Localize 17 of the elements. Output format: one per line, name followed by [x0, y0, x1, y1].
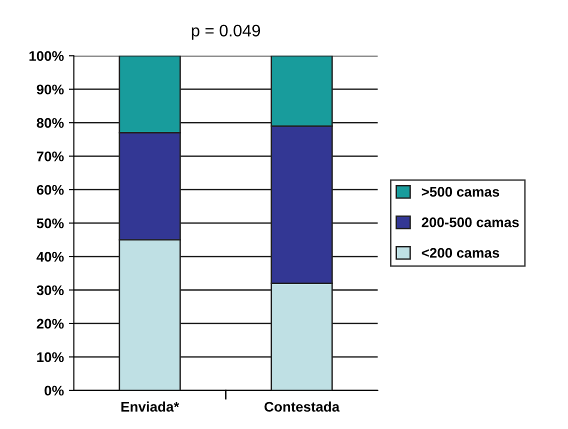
- y-tick-label: 60%: [36, 184, 64, 195]
- y-tick-label: 20%: [36, 318, 64, 329]
- legend-label: >500 camas: [422, 186, 500, 197]
- y-tick-label: 40%: [36, 252, 64, 262]
- y-tick-label: 100%: [29, 51, 64, 61]
- y-tick-label: 0%: [44, 386, 64, 396]
- legend-label: 200-500 camas: [422, 217, 519, 228]
- y-tick-label: 70%: [36, 151, 64, 162]
- chart-title: p = 0.049: [192, 24, 260, 40]
- y-tick-label: 30%: [36, 285, 64, 296]
- legend-label: <200 camas: [422, 248, 500, 258]
- y-tick-label: 80%: [36, 118, 64, 128]
- y-tick-label: 50%: [36, 218, 64, 228]
- x-tick-label: Contestada: [264, 402, 340, 412]
- x-tick-label: Enviada*: [121, 402, 180, 412]
- y-tick-label: 90%: [36, 84, 64, 94]
- y-tick-label: 10%: [37, 352, 64, 362]
